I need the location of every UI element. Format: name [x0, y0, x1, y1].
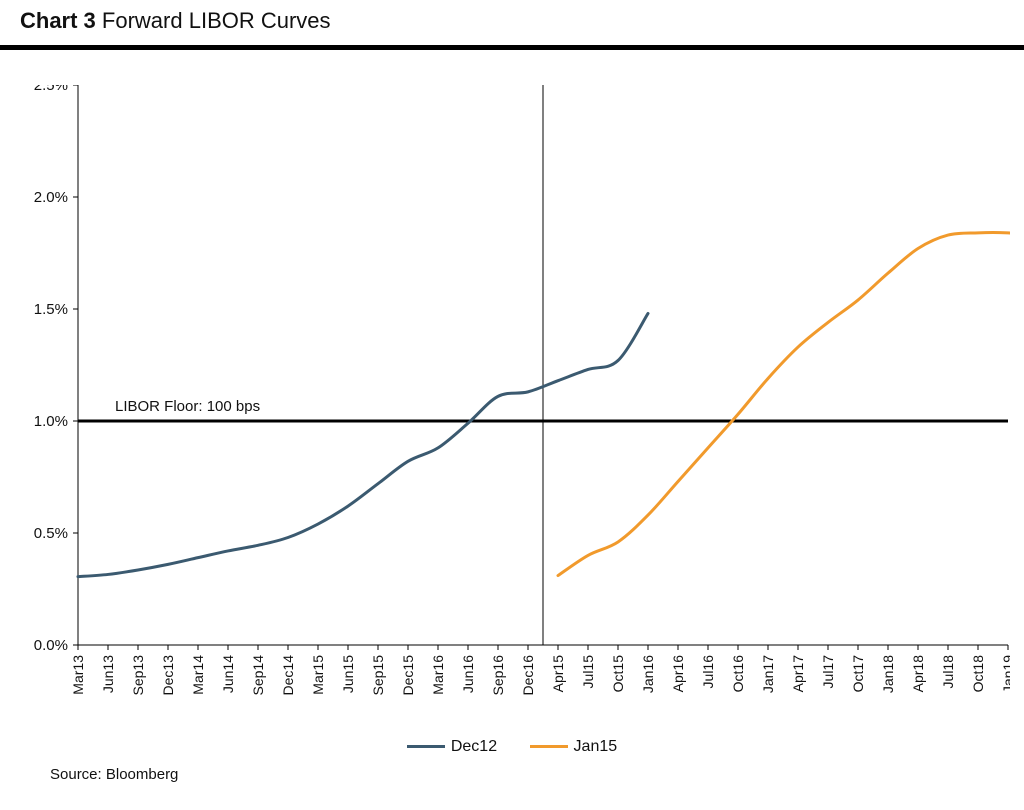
- x-tick-label: Jan18: [880, 655, 896, 693]
- x-tick-label: Jul15: [580, 655, 596, 689]
- legend-swatch: [407, 745, 445, 748]
- title-underline: [0, 45, 1024, 50]
- series-line-jan15: [558, 188, 1010, 576]
- legend-label: Dec12: [451, 738, 497, 756]
- x-tick-label: Mar13: [70, 655, 86, 695]
- chart-title: Chart 3 Forward LIBOR Curves: [20, 8, 331, 34]
- legend-label: Jan15: [574, 738, 618, 756]
- x-tick-label: Jul16: [700, 655, 716, 689]
- x-tick-label: Jun14: [220, 655, 236, 693]
- x-tick-label: Jun15: [340, 655, 356, 693]
- x-tick-label: Dec13: [160, 655, 176, 696]
- x-tick-label: Apr16: [670, 655, 686, 693]
- x-tick-label: Sep14: [250, 655, 266, 696]
- x-tick-label: Oct18: [970, 655, 986, 693]
- libor-floor-label: LIBOR Floor: 100 bps: [115, 398, 260, 415]
- x-tick-label: Jul17: [820, 655, 836, 689]
- x-tick-label: Oct15: [610, 655, 626, 693]
- x-tick-label: Mar14: [190, 655, 206, 695]
- y-tick-label: 1.0%: [34, 413, 68, 430]
- x-tick-label: Mar16: [430, 655, 446, 695]
- x-tick-label: Sep13: [130, 655, 146, 696]
- x-tick-label: Mar15: [310, 655, 326, 695]
- x-tick-label: Jan17: [760, 655, 776, 693]
- legend-item-jan15: Jan15: [530, 738, 618, 756]
- page: Chart 3 Forward LIBOR Curves 0.0% 0.5% 1.0…: [0, 0, 1024, 810]
- series-line-dec12: [78, 313, 648, 576]
- y-tick-label: 1.5%: [34, 301, 68, 318]
- y-tick-label: 2.0%: [34, 189, 68, 206]
- chart-title-text: Forward LIBOR Curves: [102, 8, 331, 33]
- y-tick-label: 0.5%: [34, 525, 68, 542]
- x-tick-label: Dec15: [400, 655, 416, 696]
- chart-area: 0.0%0.5%1.0%1.5%2.0%2.5%Mar13Jun13Sep13D…: [20, 85, 1010, 685]
- legend-item-dec12: Dec12: [407, 738, 497, 756]
- legend-swatch: [530, 745, 568, 748]
- chart-title-prefix: Chart 3: [20, 8, 96, 33]
- x-tick-label: Apr17: [790, 655, 806, 693]
- source-attribution: Source: Bloomberg: [50, 766, 178, 783]
- x-tick-label: Apr18: [910, 655, 926, 693]
- x-tick-label: Sep16: [490, 655, 506, 696]
- x-tick-label: Jul18: [940, 655, 956, 689]
- x-tick-label: Dec16: [520, 655, 536, 696]
- x-tick-label: Oct16: [730, 655, 746, 693]
- y-tick-label: 2.5%: [34, 85, 68, 94]
- x-tick-label: Sep15: [370, 655, 386, 696]
- x-tick-label: Jan19: [1000, 655, 1010, 693]
- x-tick-label: Jan16: [640, 655, 656, 693]
- x-tick-label: Jun16: [460, 655, 476, 693]
- y-tick-label: 0.0%: [34, 637, 68, 654]
- x-tick-label: Dec14: [280, 655, 296, 696]
- x-tick-label: Jun13: [100, 655, 116, 693]
- x-tick-label: Oct17: [850, 655, 866, 693]
- chart-svg: 0.0% 0.5% 1.0% 1.5% 2.0% 2.5% Mar13 Jun13 Sep13 D…: [20, 85, 1010, 765]
- legend: Dec12 Jan15: [0, 735, 1024, 756]
- x-tick-label: Apr15: [550, 655, 566, 693]
